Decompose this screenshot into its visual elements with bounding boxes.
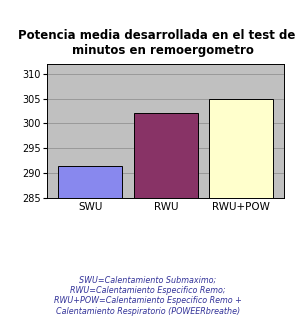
Bar xyxy=(209,99,274,198)
Bar xyxy=(58,166,122,198)
Text: Potencia media desarrollada en el test de 6
minutos en remoergometro: Potencia media desarrollada en el test d… xyxy=(18,29,296,57)
Bar xyxy=(134,114,198,198)
Text: SWU=Calentamiento Submaximo;
RWU=Calentamiento Especifico Remo;
RWU+POW=Calentam: SWU=Calentamiento Submaximo; RWU=Calenta… xyxy=(54,276,242,316)
